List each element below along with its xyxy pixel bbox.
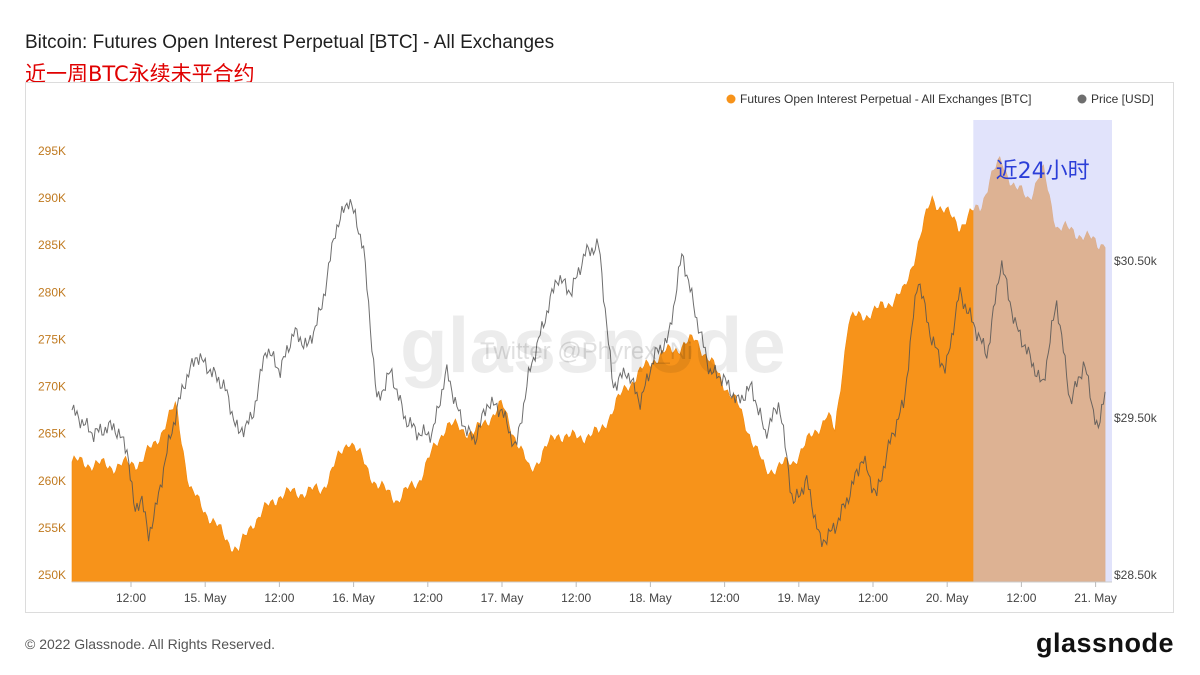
last-24h-label: 近24小时 [996,159,1090,184]
x-tick-label: 12:00 [116,591,146,605]
chart-frame [25,82,1174,613]
y-left-tick-label: 255K [38,521,66,535]
y-left-tick-label: 270K [38,380,66,394]
x-tick-label: 12:00 [264,591,294,605]
x-tick-label: 19. May [777,591,820,605]
legend-oi-label: Futures Open Interest Perpetual - All Ex… [740,92,1031,106]
y-left-tick-label: 275K [38,332,66,346]
legend-price-swatch [1077,94,1087,104]
y-left-tick-label: 260K [38,474,66,488]
open-interest-area [71,155,1106,583]
x-tick-label: 12:00 [413,591,443,605]
x-tick-label: 18. May [629,591,672,605]
chart-title: Bitcoin: Futures Open Interest Perpetual… [25,32,555,53]
last-24h-highlight [973,120,1112,582]
y-right-tick-label: $28.50k [1114,568,1158,582]
legend-price-label: Price [USD] [1091,92,1154,106]
y-left-tick-label: 285K [38,238,66,252]
y-left-tick-label: 250K [38,568,66,582]
copyright-text: © 2022 Glassnode. All Rights Reserved. [25,636,276,652]
watermark-credit: Twitter @Phyrex_Ni [480,338,693,365]
x-tick-label: 12:00 [858,591,888,605]
y-left-tick-label: 265K [38,427,66,441]
x-tick-label: 15. May [184,591,227,605]
x-tick-label: 12:00 [710,591,740,605]
y-right-tick-label: $29.50k [1114,411,1158,425]
x-tick-label: 21. May [1074,591,1117,605]
x-tick-label: 12:00 [1006,591,1036,605]
y-right-tick-label: $30.50k [1114,254,1158,268]
watermark-brand: glassnode [400,301,786,389]
x-tick-label: 20. May [926,591,969,605]
glassnode-logo: glassnode [1035,628,1174,658]
y-left-tick-label: 280K [38,285,66,299]
x-tick-label: 12:00 [561,591,591,605]
x-tick-label: 16. May [332,591,375,605]
price-line [71,199,1106,548]
y-left-tick-label: 295K [38,144,66,158]
y-left-tick-label: 290K [38,191,66,205]
legend-oi-swatch [726,94,736,104]
x-tick-label: 17. May [481,591,524,605]
